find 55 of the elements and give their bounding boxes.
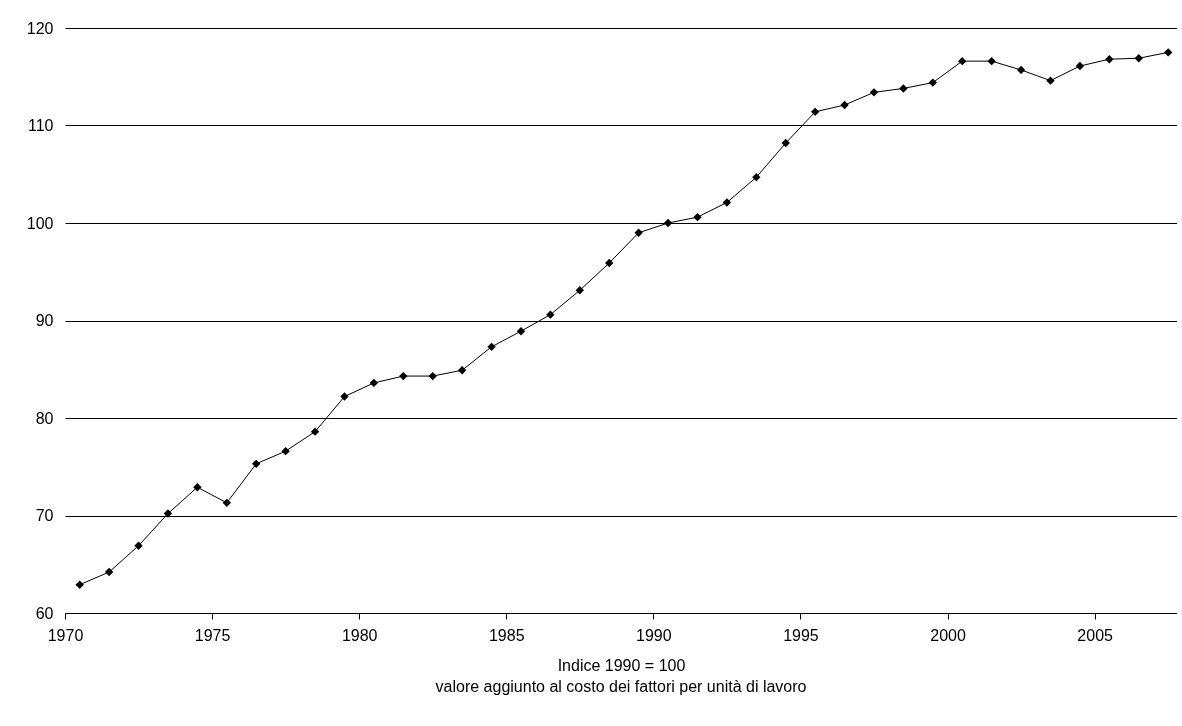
point xyxy=(634,228,643,237)
point xyxy=(1016,65,1026,75)
point xyxy=(663,218,673,228)
point xyxy=(428,371,437,381)
x-tick-label: 2005 xyxy=(1077,626,1114,644)
point xyxy=(1163,48,1173,57)
x-tick-label: 1980 xyxy=(341,626,378,644)
x-tick-label: 1985 xyxy=(488,626,525,644)
x-tick-label: 1995 xyxy=(783,626,819,644)
point xyxy=(840,100,849,110)
y-tick-label: 120 xyxy=(26,19,54,37)
y-tick-label: 70 xyxy=(35,507,54,524)
point xyxy=(104,567,114,577)
y-tick-label: 60 xyxy=(35,604,54,622)
y-tick-label: 100 xyxy=(26,214,54,232)
point xyxy=(252,459,261,469)
point xyxy=(222,498,231,508)
point xyxy=(928,78,938,87)
x-tick-label: 1990 xyxy=(636,626,672,644)
point xyxy=(487,342,496,352)
point xyxy=(1046,76,1055,85)
point xyxy=(399,371,408,381)
point xyxy=(958,56,967,66)
point xyxy=(281,446,290,456)
point xyxy=(693,212,702,222)
point xyxy=(781,138,790,148)
x-tick-label: 1970 xyxy=(47,626,84,644)
point xyxy=(869,88,879,97)
point xyxy=(1134,54,1143,63)
text: valore aggiunto al costo dei fattori per unità di lavoro xyxy=(435,678,807,695)
x-axis-title: Indice 1990 = 100 xyxy=(557,656,686,674)
point xyxy=(1075,61,1085,71)
x-tick-label: 2000 xyxy=(930,626,966,644)
point xyxy=(987,56,996,66)
point xyxy=(1105,55,1114,64)
y-tick-label: 90 xyxy=(35,312,54,329)
point xyxy=(516,327,526,336)
point xyxy=(546,310,555,319)
point xyxy=(575,286,584,295)
point xyxy=(163,509,173,518)
point xyxy=(193,483,202,492)
x-tick-label: 1975 xyxy=(194,626,231,644)
point xyxy=(134,541,143,550)
point xyxy=(457,366,467,375)
y-tick-label: 110 xyxy=(27,117,54,134)
y-tick-label: 80 xyxy=(35,409,54,427)
point xyxy=(75,580,84,589)
point xyxy=(810,107,820,117)
point xyxy=(369,378,379,388)
point xyxy=(752,172,761,182)
point xyxy=(722,198,732,207)
point xyxy=(605,258,614,268)
point xyxy=(340,392,349,401)
point xyxy=(899,84,908,93)
point xyxy=(310,427,320,436)
